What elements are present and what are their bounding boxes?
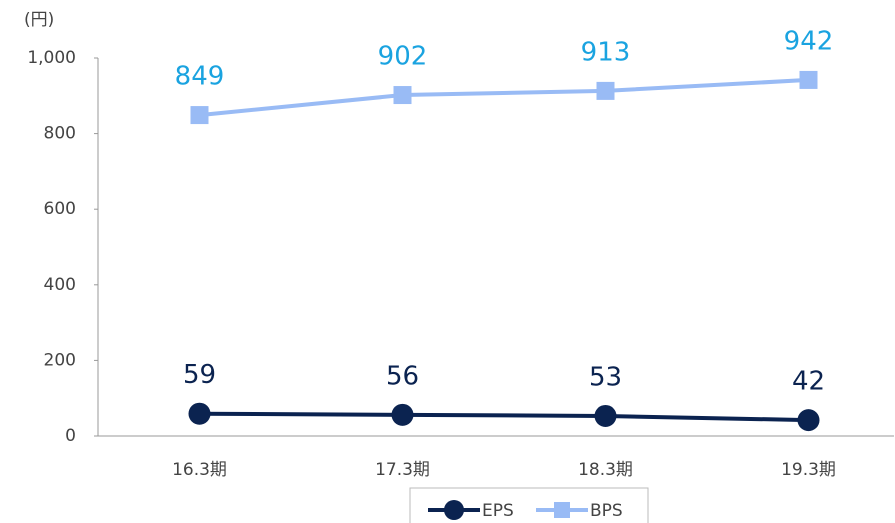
data-label: 56 xyxy=(386,361,419,391)
y-tick-label: 800 xyxy=(44,124,76,144)
marker xyxy=(188,402,211,425)
marker xyxy=(391,403,414,426)
y-tick-label: 1,000 xyxy=(27,48,76,68)
x-tick-label: 17.3期 xyxy=(375,460,430,480)
series-line xyxy=(199,411,809,423)
y-tick-label: 600 xyxy=(44,199,76,219)
marker xyxy=(190,106,209,125)
y-axis-label: (円) xyxy=(24,10,54,30)
legend-marker xyxy=(444,500,464,520)
data-label: 849 xyxy=(175,62,225,92)
data-label: 942 xyxy=(784,26,834,56)
legend: EPS BPS xyxy=(409,487,649,523)
y-tick-label: 200 xyxy=(44,350,76,370)
legend-marker xyxy=(554,502,570,518)
marker xyxy=(596,81,615,100)
marker xyxy=(393,86,412,105)
x-tick-label: 16.3期 xyxy=(172,460,227,480)
marker xyxy=(594,404,617,427)
data-label: 913 xyxy=(581,37,631,67)
legend-label: EPS xyxy=(482,501,514,521)
x-tick-label: 18.3期 xyxy=(578,460,633,480)
data-label: 59 xyxy=(183,360,216,390)
legend-label: BPS xyxy=(590,501,623,521)
x-tick-label: 19.3期 xyxy=(781,460,836,480)
marker xyxy=(799,70,818,89)
y-tick-label: 400 xyxy=(44,275,76,295)
data-label: 53 xyxy=(589,362,622,392)
data-label: 42 xyxy=(792,367,825,397)
y-tick-label: 0 xyxy=(65,426,76,446)
data-label: 902 xyxy=(378,42,428,72)
series-line xyxy=(199,77,809,118)
marker xyxy=(797,409,820,432)
